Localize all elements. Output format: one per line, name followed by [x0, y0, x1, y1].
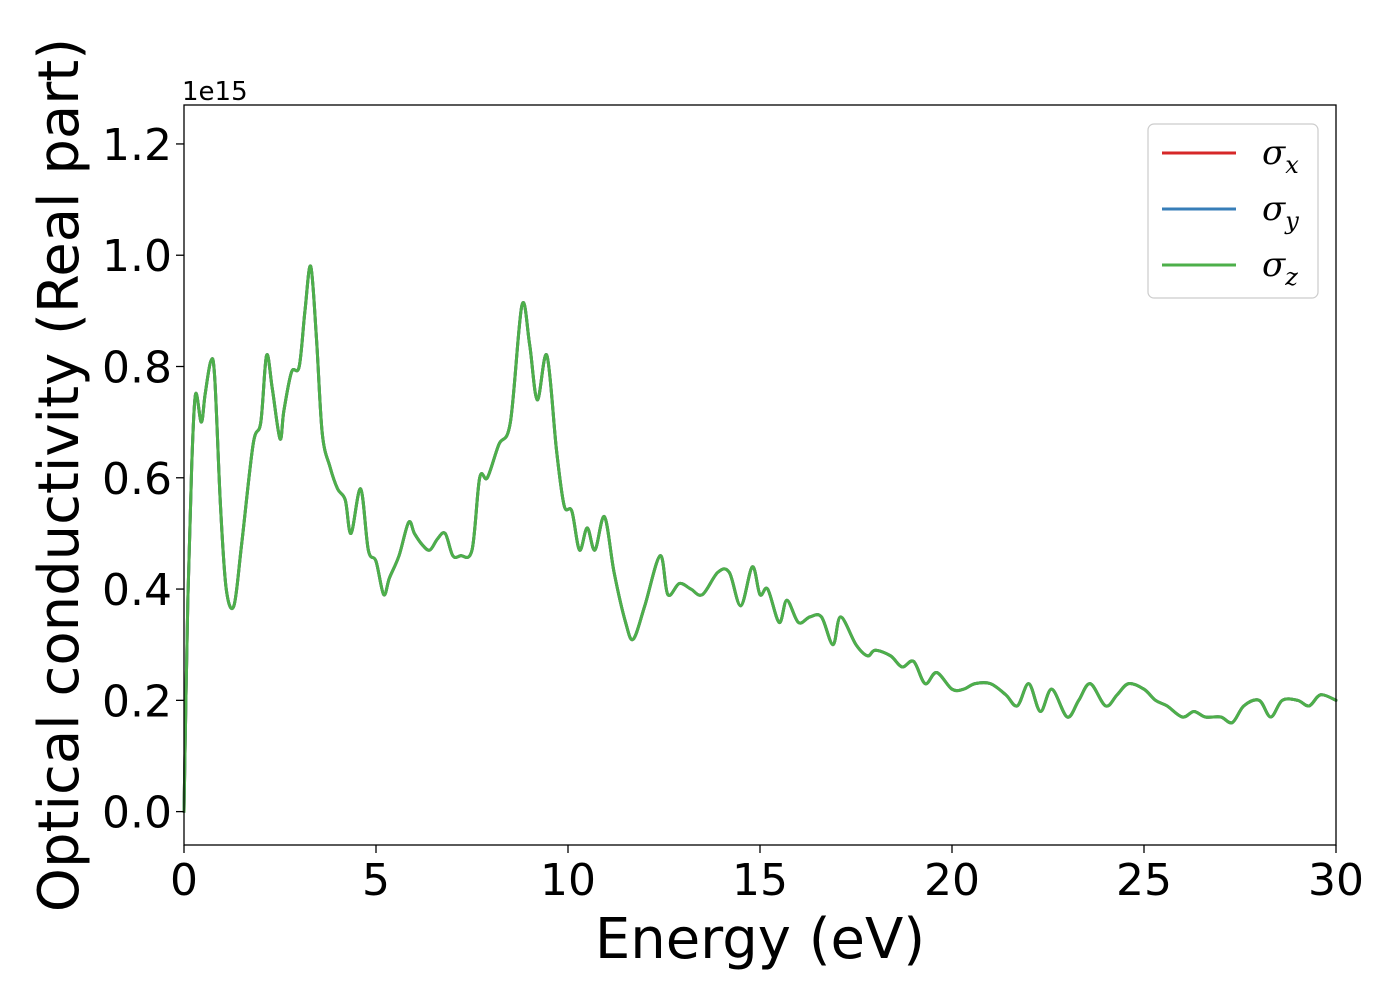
legend: σx σy σz — [1147, 123, 1319, 299]
x-axis: 0 5 10 15 20 25 30 — [170, 845, 1364, 906]
x-tick-label: 20 — [924, 855, 980, 906]
y-tick-label: 0.0 — [102, 788, 172, 839]
x-tick-label: 10 — [540, 855, 596, 906]
x-tick-label: 0 — [170, 855, 198, 906]
y-tick-label: 0.2 — [102, 676, 172, 727]
y-axis-title: Optical conductivity (Real part) — [27, 38, 92, 912]
legend-label-z: σz — [1262, 245, 1298, 291]
y-tick-label: 1.0 — [102, 231, 172, 282]
legend-label-y: σy — [1262, 189, 1299, 235]
legend-box — [1147, 123, 1319, 299]
y-tick-label: 0.4 — [102, 565, 172, 616]
x-tick-label: 30 — [1308, 855, 1364, 906]
legend-label-x: σx — [1262, 133, 1299, 179]
x-axis-title: Energy (eV) — [595, 907, 925, 972]
x-tick-label: 15 — [732, 855, 788, 906]
y-offset-label: 1e15 — [182, 77, 248, 107]
x-tick-label: 25 — [1116, 855, 1172, 906]
y-axis: 0.0 0.2 0.4 0.6 0.8 1.0 1.2 — [102, 120, 184, 839]
y-tick-label: 0.6 — [102, 454, 172, 505]
y-tick-label: 1.2 — [102, 120, 172, 171]
y-tick-label: 0.8 — [102, 343, 172, 394]
x-tick-label: 5 — [362, 855, 390, 906]
series-layer — [182, 264, 1338, 814]
series-line-3 — [182, 264, 1338, 814]
